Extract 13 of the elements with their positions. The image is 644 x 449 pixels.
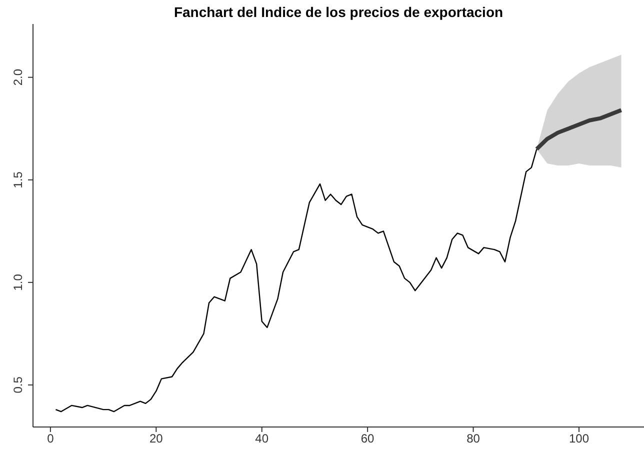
x-tick-label: 40	[255, 432, 269, 446]
x-tick-label: 80	[466, 432, 480, 446]
x-tick-label: 60	[360, 432, 375, 446]
x-tick-label: 0	[47, 432, 54, 446]
y-tick-label: 1.0	[11, 274, 25, 291]
chart-title: Fanchart del Indice de los precios de exportacion	[172, 4, 504, 20]
line-series	[55, 148, 538, 412]
y-tick-label: 2.0	[11, 68, 25, 86]
y-tick-label: 0.5	[11, 376, 25, 394]
y-tick-label: 1.5	[11, 171, 25, 188]
line-series	[534, 108, 624, 152]
x-tick-label: 20	[149, 432, 164, 446]
x-tick-label: 100	[568, 432, 590, 446]
